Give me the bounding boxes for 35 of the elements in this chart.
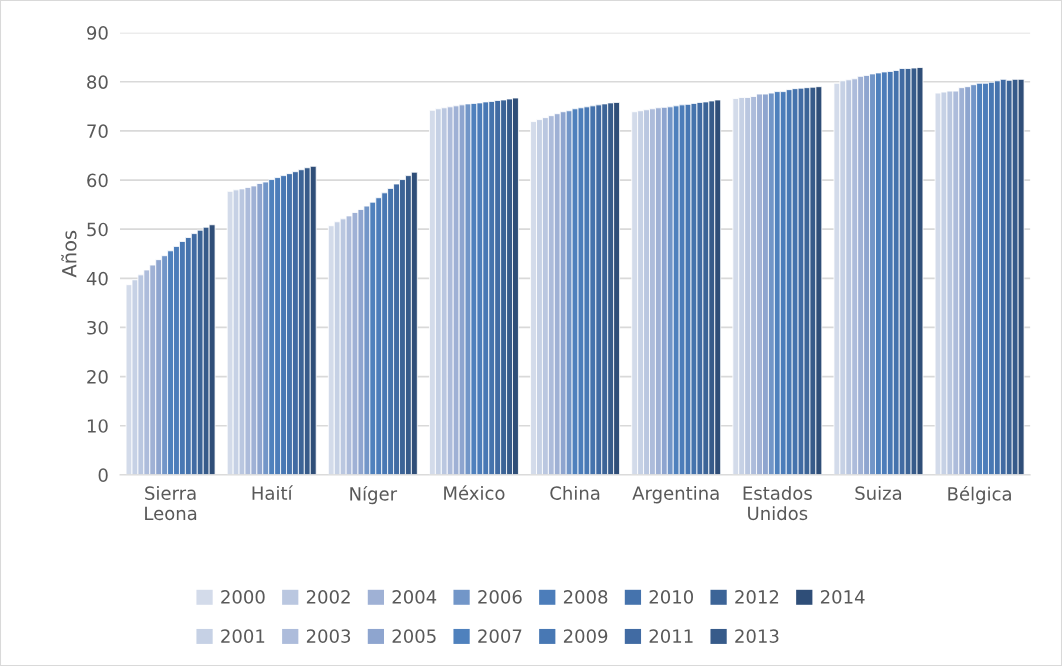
legend-label: 2014 bbox=[820, 590, 865, 604]
legend-label: 2002 bbox=[306, 590, 350, 604]
legend-label: 2010 bbox=[649, 590, 694, 604]
y-tick-label: 30 bbox=[87, 320, 108, 335]
y-tick-label: 50 bbox=[87, 222, 108, 237]
y-axis-title: Años bbox=[61, 230, 77, 278]
legend-label: 2005 bbox=[392, 629, 436, 643]
x-tick-label: Níger bbox=[350, 485, 398, 505]
x-tick-label: China bbox=[550, 485, 600, 500]
legend-label: 2013 bbox=[735, 629, 779, 643]
x-tick-label: Bélgica bbox=[948, 485, 1011, 505]
y-tick-label: 10 bbox=[87, 419, 108, 433]
y-tick-label: 20 bbox=[87, 370, 108, 384]
legend-label: 2009 bbox=[563, 629, 608, 643]
y-tick-label: 0 bbox=[98, 468, 108, 482]
legend-label: 2012 bbox=[735, 590, 779, 604]
y-tick-label: 40 bbox=[86, 271, 108, 286]
x-tick-label: Argentina bbox=[632, 485, 719, 504]
legend-label: 2001 bbox=[221, 629, 265, 643]
legend-label: 2004 bbox=[392, 590, 437, 604]
x-tick-label: Suiza bbox=[855, 485, 902, 500]
legend-label: 2006 bbox=[478, 590, 522, 604]
y-tick-label: 90 bbox=[87, 26, 108, 40]
legend-label: 2003 bbox=[306, 629, 351, 643]
legend-label: 2007 bbox=[478, 629, 522, 643]
y-tick-label: 80 bbox=[87, 75, 108, 89]
y-tick-label: 70 bbox=[87, 124, 108, 139]
x-tick-label: Sierra Leona bbox=[145, 485, 197, 521]
legend-label: 2011 bbox=[649, 629, 693, 643]
y-tick-label: 60 bbox=[87, 173, 108, 188]
legend-label: 2000 bbox=[221, 590, 265, 604]
x-tick-label: México bbox=[444, 485, 505, 500]
legend-label: 2008 bbox=[563, 590, 608, 604]
x-tick-label: Haití bbox=[252, 485, 294, 500]
x-tick-label: Estados Unidos bbox=[743, 485, 812, 521]
